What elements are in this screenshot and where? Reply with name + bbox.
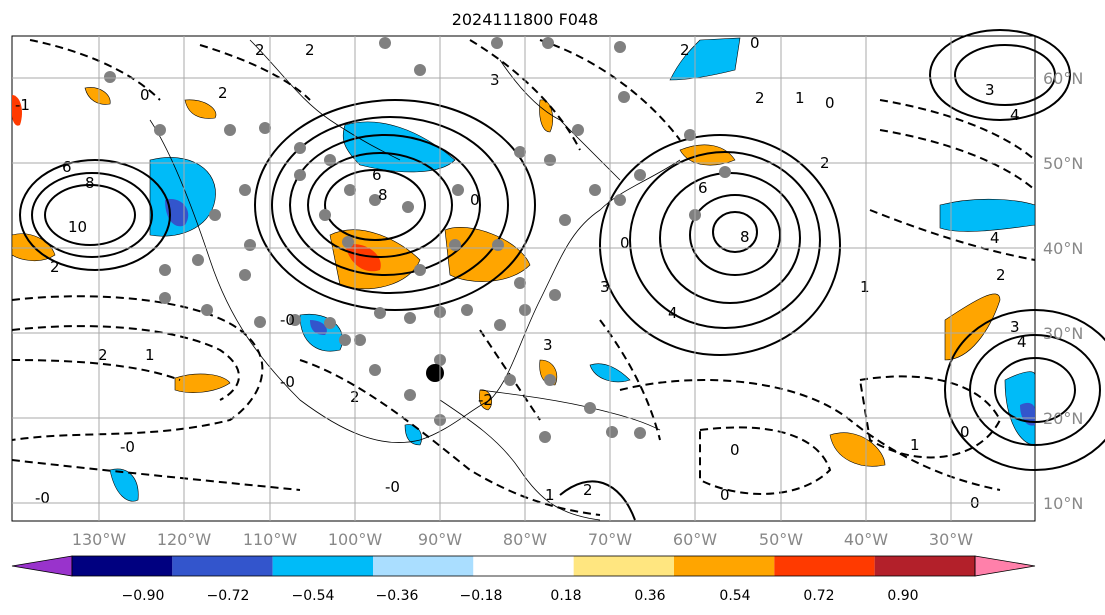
svg-text:2: 2 [305,41,315,59]
svg-text:0.36: 0.36 [634,588,665,604]
svg-text:4: 4 [668,304,678,322]
svg-text:1: 1 [145,346,155,364]
svg-text:0.54: 0.54 [719,588,750,604]
colorbar-segment [573,556,674,576]
svg-text:4: 4 [1010,106,1020,124]
latitude-labels: 60°N 50°N 40°N 30°N 20°N 10°N [1043,69,1083,513]
station-dots [104,37,731,443]
svg-text:2: 2 [255,41,265,59]
colorbar-segment [72,556,173,576]
colorbar-frame [71,555,976,577]
lon-label: 70°W [588,530,632,549]
anomaly-fill [11,37,1036,502]
svg-text:6: 6 [698,179,708,197]
svg-text:0.72: 0.72 [803,588,834,604]
lon-label: 80°W [503,530,547,549]
svg-text:0: 0 [470,191,480,209]
colorbar-ticks: −0.90 −0.72 −0.54 −0.36 −0.18 0.18 0.36 … [122,588,919,604]
svg-text:-0: -0 [385,478,400,496]
svg-text:-0: -0 [35,489,50,507]
svg-text:2: 2 [680,41,690,59]
svg-text:−0.54: −0.54 [292,588,335,604]
lat-label: 10°N [1043,494,1083,513]
lat-label: 30°N [1043,324,1083,343]
lon-label: 120°W [157,530,212,549]
svg-text:2: 2 [583,481,593,499]
lat-label: 50°N [1043,154,1083,173]
svg-text:8: 8 [740,228,750,246]
svg-text:2: 2 [98,346,108,364]
svg-text:6: 6 [62,158,72,176]
svg-text:8: 8 [378,186,388,204]
lat-label: 40°N [1043,239,1083,258]
coastlines [149,39,681,521]
storm-center-marker [426,364,444,382]
svg-text:10: 10 [68,218,87,236]
colorbar-segment [373,556,474,576]
svg-text:4: 4 [1017,333,1027,351]
svg-text:0: 0 [960,423,970,441]
colorbar-segments [11,555,1036,577]
svg-text:0.90: 0.90 [887,588,918,604]
svg-text:0: 0 [140,86,150,104]
colorbar-segment [272,556,373,576]
svg-text:−0.72: −0.72 [207,588,250,604]
svg-text:3: 3 [543,336,553,354]
svg-text:0: 0 [620,234,630,252]
svg-text:−0.36: −0.36 [376,588,419,604]
svg-text:1: 1 [795,89,805,107]
svg-text:4: 4 [990,229,1000,247]
colorbar-segment [473,556,574,576]
svg-text:3: 3 [490,71,500,89]
svg-text:-0: -0 [280,311,295,329]
colorbar-segment [172,556,273,576]
svg-text:2: 2 [218,84,228,102]
lon-label: 50°W [759,530,803,549]
svg-text:-1: -1 [15,96,30,114]
svg-text:6: 6 [372,166,382,184]
svg-text:3: 3 [1010,318,1020,336]
svg-text:2: 2 [996,266,1006,284]
lat-label: 60°N [1043,69,1083,88]
svg-text:0.18: 0.18 [550,588,581,604]
svg-text:0: 0 [730,441,740,459]
svg-text:3: 3 [985,81,995,99]
lon-label: 90°W [418,530,462,549]
svg-text:-0: -0 [280,373,295,391]
lon-label: 130°W [72,530,127,549]
colorbar: −0.90 −0.72 −0.54 −0.36 −0.18 0.18 0.36 … [11,555,1036,604]
colorbar-segment [674,556,775,576]
lon-label: 30°W [929,530,973,549]
svg-text:2: 2 [50,258,60,276]
svg-text:0: 0 [750,34,760,52]
lon-label: 60°W [673,530,717,549]
svg-text:2: 2 [755,89,765,107]
lon-label: 110°W [243,530,298,549]
svg-text:-0: -0 [120,438,135,456]
lat-label: 20°N [1043,409,1083,428]
svg-text:-2: -2 [478,391,493,409]
svg-text:3: 3 [600,278,610,296]
svg-text:1: 1 [545,486,555,504]
svg-text:8: 8 [85,174,95,192]
graticule [12,36,1035,521]
colorbar-extend-low [11,555,73,577]
svg-text:1: 1 [860,278,870,296]
solid-contours [19,29,1105,521]
colorbar-extend-high [974,555,1036,577]
svg-text:1: 1 [910,436,920,454]
lon-label: 100°W [328,530,383,549]
svg-text:0: 0 [825,94,835,112]
svg-text:0: 0 [720,486,730,504]
svg-text:−0.90: −0.90 [122,588,165,604]
lon-label: 40°W [844,530,888,549]
colorbar-segment [874,556,975,576]
colorbar-segment [774,556,875,576]
svg-text:−0.18: −0.18 [460,588,503,604]
longitude-labels: 130°W 120°W 110°W 100°W 90°W 80°W 70°W 6… [72,530,973,549]
map-title: 2024111800 F048 [451,10,599,29]
